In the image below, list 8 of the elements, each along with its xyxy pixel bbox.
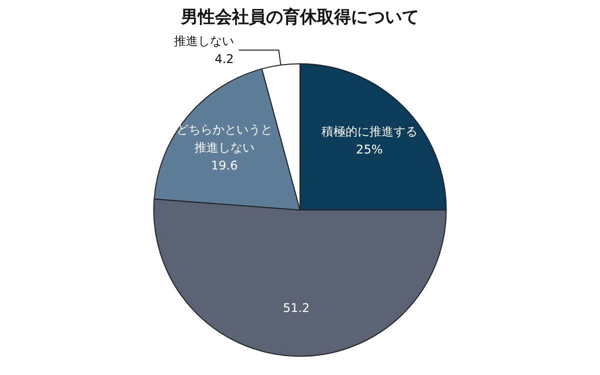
slice-label: どちらかというと推進しない bbox=[176, 122, 272, 154]
data-label: 4.2 bbox=[214, 52, 234, 66]
data-label: 51.2 bbox=[282, 301, 310, 316]
slice-label: 積極的に推進する bbox=[321, 124, 418, 139]
slice-label: 推進しない bbox=[174, 34, 234, 48]
chart-title: 男性会社員の育休取得について bbox=[180, 6, 419, 28]
data-label: 19.6 bbox=[211, 158, 238, 172]
data-label: 25% bbox=[356, 142, 383, 157]
